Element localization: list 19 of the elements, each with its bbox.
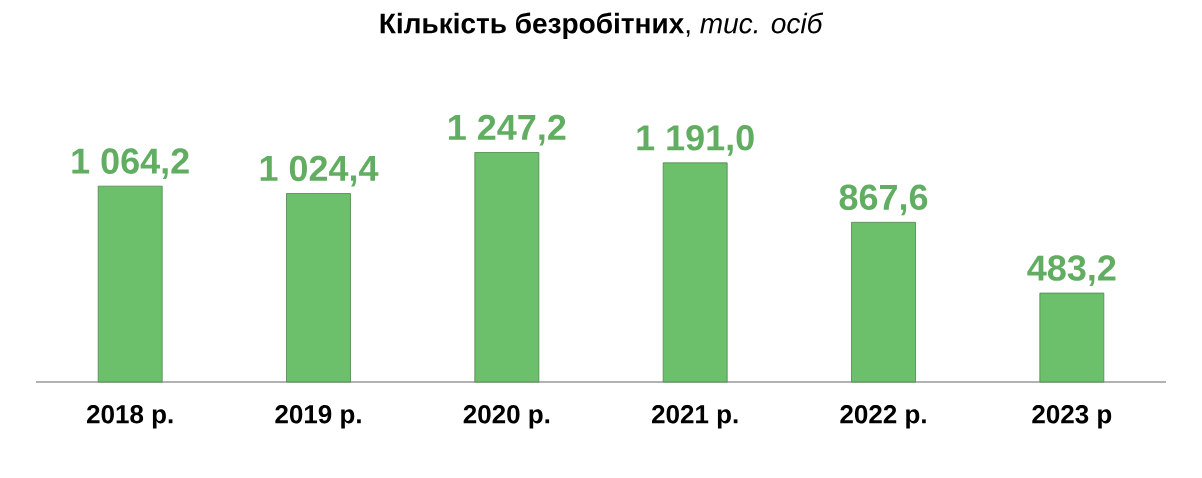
data-label: 867,6 [839, 184, 928, 216]
bar [97, 185, 163, 383]
bar [851, 221, 916, 383]
data-label: 1 024,4 [260, 155, 379, 187]
chart-title: Кількість безробітних, тис. осіб [380, 12, 824, 39]
x-tick-label: 2018 р. [87, 405, 173, 429]
bar [662, 162, 728, 383]
bar [286, 193, 351, 383]
data-label: 1 247,2 [449, 114, 566, 146]
x-tick-label: 2020 р. [463, 405, 550, 429]
x-tick-label: 2023 р [1032, 405, 1112, 429]
x-tick-label: 2022 р. [840, 405, 926, 429]
bar [474, 152, 540, 383]
data-label: 1 064,2 [72, 148, 189, 180]
x-tick-label: 2021 р. [652, 405, 738, 429]
data-label: 1 191,0 [637, 125, 754, 156]
x-tick-label: 2019 р. [275, 405, 361, 429]
bar [1039, 292, 1105, 383]
data-label: 483,2 [1027, 255, 1116, 287]
